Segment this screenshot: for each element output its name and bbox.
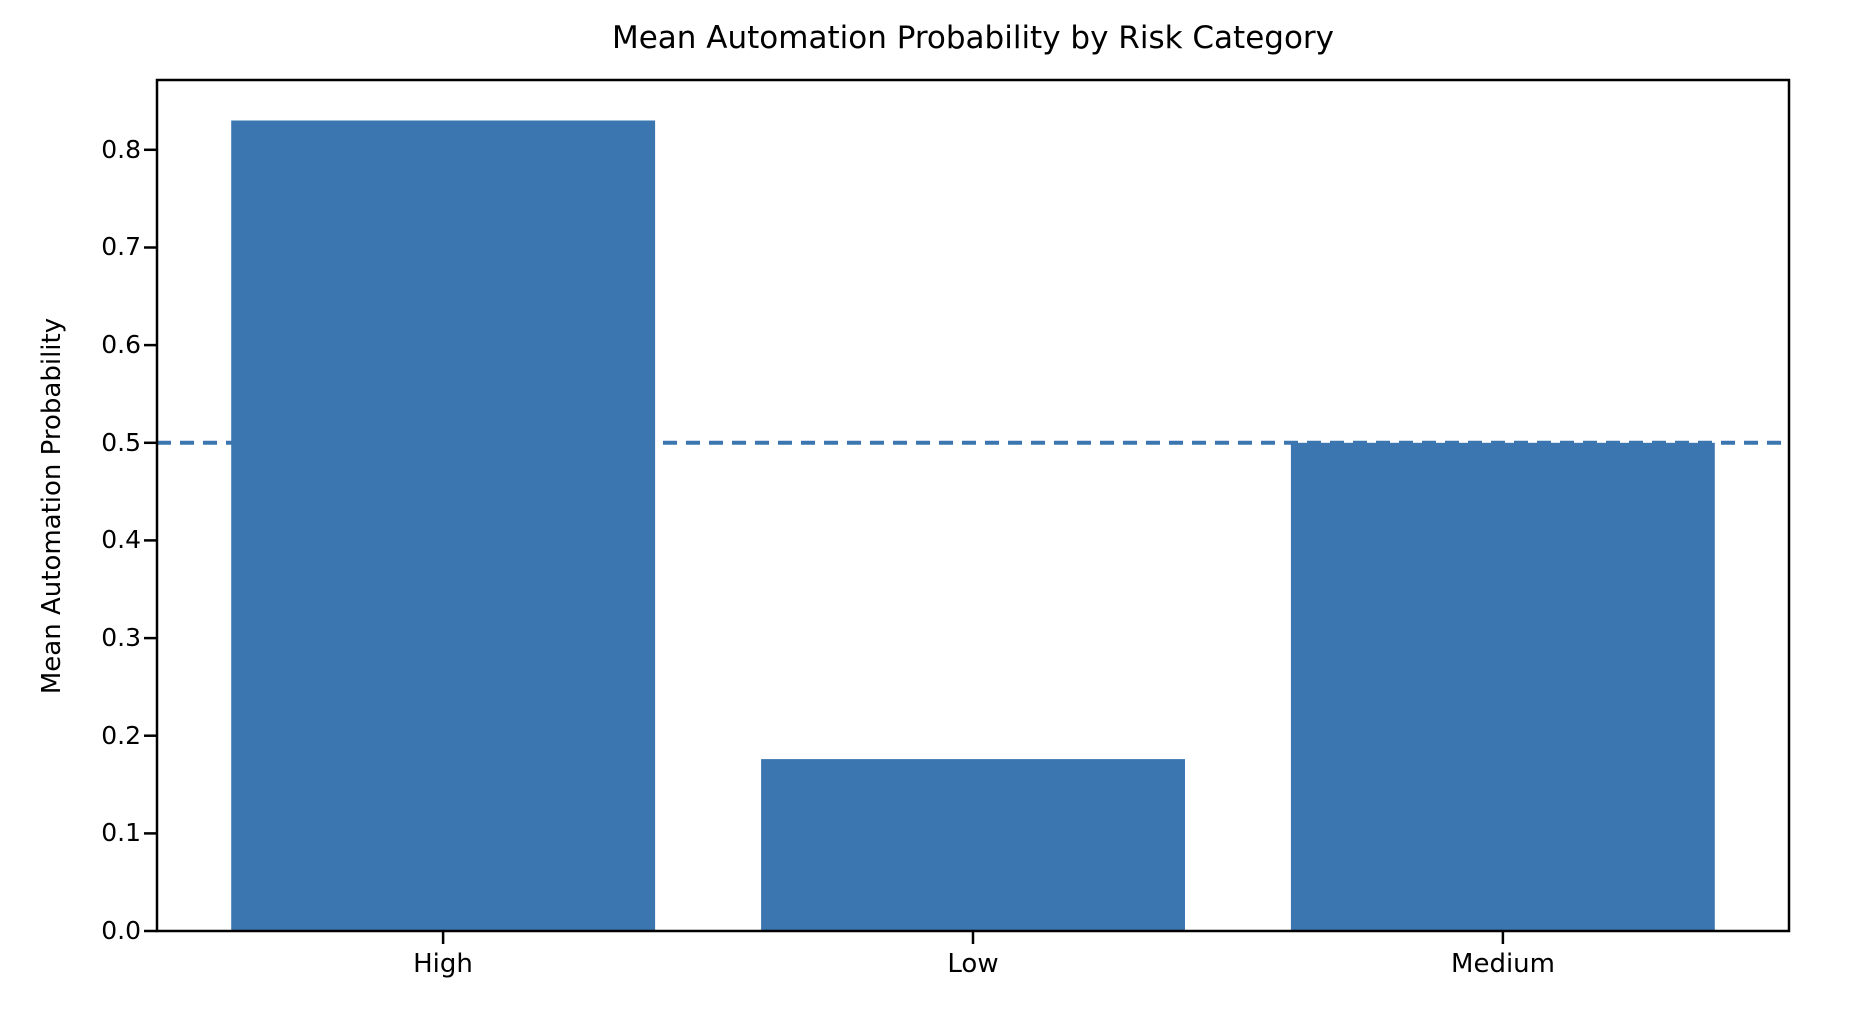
y-tick-label-0.4: 0.4 <box>101 525 141 554</box>
x-tick-label-low: Low <box>947 949 999 979</box>
bar-medium <box>1290 442 1715 931</box>
bar-low <box>761 759 1185 931</box>
bar-high <box>231 120 656 931</box>
y-tick-label-0.2: 0.2 <box>101 721 141 750</box>
x-tick-label-high: High <box>413 949 473 979</box>
y-tick-label-0.0: 0.0 <box>101 916 141 945</box>
y-tick-label-0.8: 0.8 <box>101 135 141 164</box>
y-tick-label-0.6: 0.6 <box>101 330 141 359</box>
y-tick-label-0.5: 0.5 <box>101 428 141 457</box>
y-tick-label-0.3: 0.3 <box>101 623 141 652</box>
chart-title: Mean Automation Probability by Risk Cate… <box>611 20 1335 56</box>
y-tick-label-0.7: 0.7 <box>101 232 141 261</box>
x-tick-label-medium: Medium <box>1451 949 1555 979</box>
y-tick-label-0.1: 0.1 <box>101 818 141 847</box>
